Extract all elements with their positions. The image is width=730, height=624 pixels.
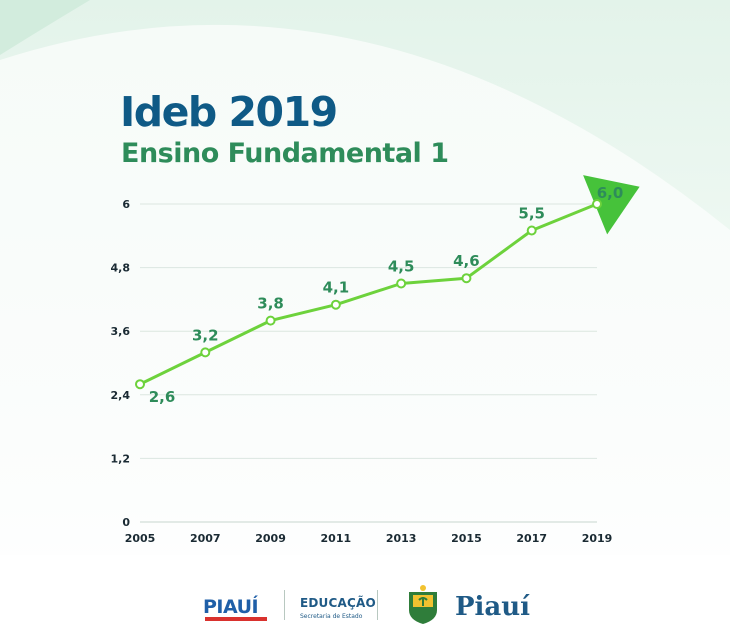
y-tick-label: 0 xyxy=(122,516,130,529)
x-tick-label: 2011 xyxy=(321,532,352,545)
x-tick-label: 2019 xyxy=(582,532,613,545)
y-tick-label: 4,8 xyxy=(111,262,131,275)
x-tick-label: 2007 xyxy=(190,532,221,545)
state-crest-icon xyxy=(409,585,437,624)
y-tick-label: 2,4 xyxy=(111,389,131,402)
y-axis-tick-labels: 0 1,2 2,4 3,6 4,8 6 xyxy=(111,198,131,529)
y-tick-label: 3,6 xyxy=(111,325,131,338)
gridlines xyxy=(140,203,597,523)
data-point xyxy=(592,199,602,209)
data-label: 4,1 xyxy=(323,279,350,297)
chart-subtitle: Ensino Fundamental 1 xyxy=(121,138,449,169)
data-point xyxy=(330,299,341,310)
chart-title: Ideb 2019 xyxy=(120,88,338,136)
x-axis-tick-labels: 2005 2007 2009 2011 2013 2015 2017 2019 xyxy=(125,532,613,545)
data-label: 3,8 xyxy=(257,295,284,313)
logo-governo-piaui: Piauí xyxy=(455,592,531,622)
series-polyline xyxy=(139,202,598,386)
data-point xyxy=(396,278,407,289)
data-label: 4,5 xyxy=(388,258,415,276)
x-tick-label: 2009 xyxy=(255,532,286,545)
logo-divider xyxy=(284,590,285,620)
series-line xyxy=(139,175,640,386)
logo-piaui-underline xyxy=(205,617,267,621)
y-tick-label: 6 xyxy=(122,198,130,211)
x-tick-label: 2013 xyxy=(386,532,417,545)
data-label: 4,6 xyxy=(453,252,480,270)
data-label: 3,2 xyxy=(192,326,219,344)
logo-educacao-subtitle: Secretaria de Estado xyxy=(300,613,363,620)
data-labels: 2,6 3,2 3,8 4,1 4,5 4,6 5,5 6,0 xyxy=(149,184,624,406)
trend-arrow-head xyxy=(583,175,640,235)
data-point xyxy=(461,273,472,284)
data-points xyxy=(135,199,602,390)
data-label: 5,5 xyxy=(518,205,545,223)
logo-piaui-state: PIAUÍ xyxy=(203,596,259,618)
x-tick-label: 2015 xyxy=(451,532,482,545)
data-point xyxy=(135,379,145,390)
logo-educacao: EDUCAÇÃO xyxy=(300,596,376,610)
y-tick-label: 1,2 xyxy=(111,452,131,465)
data-point xyxy=(200,347,211,358)
data-label: 2,6 xyxy=(149,388,176,406)
footer-logos: PIAUÍ EDUCAÇÃO Secretaria de Estado Piau… xyxy=(0,580,730,624)
logo-divider xyxy=(377,590,378,620)
x-tick-label: 2005 xyxy=(125,532,156,545)
x-tick-label: 2017 xyxy=(516,532,547,545)
data-point xyxy=(265,315,276,326)
data-label: 6,0 xyxy=(597,184,624,202)
data-point xyxy=(526,225,537,236)
